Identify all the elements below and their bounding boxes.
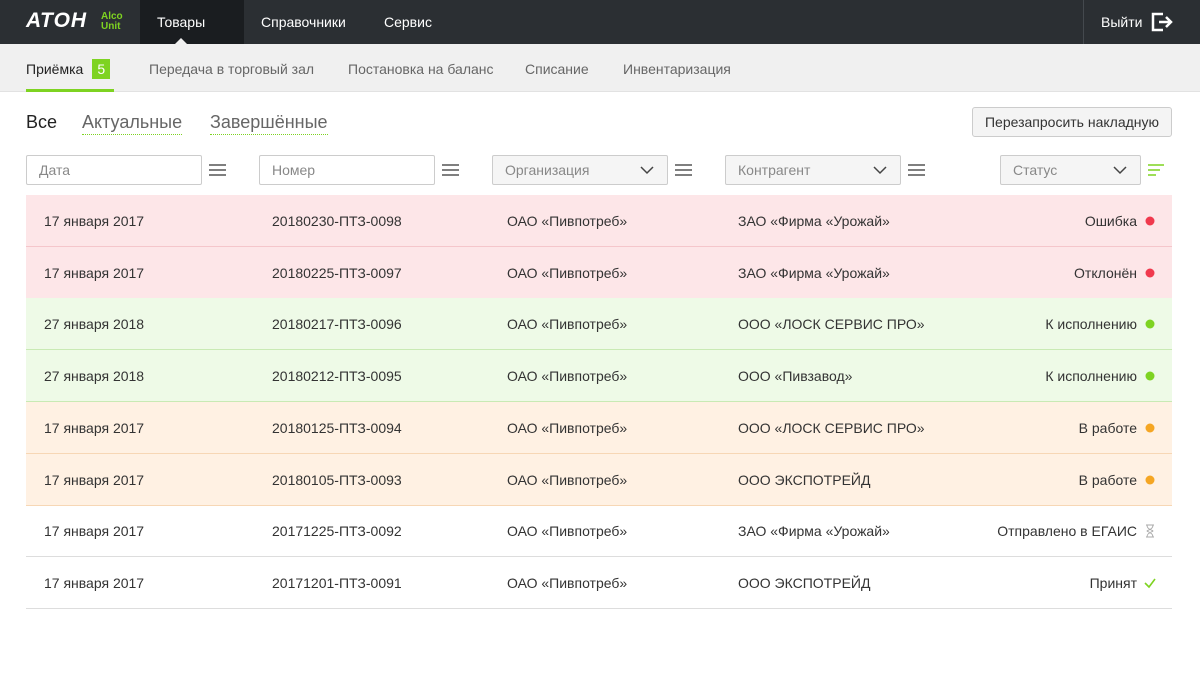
table-cell: ООО ЭКСПОТРЕЙД [738,471,871,488]
status-dot [1145,319,1155,329]
table-row[interactable]: 17 января 2017 20180230-ПТЗ-0098 ОАО «Пивп… [26,195,1172,247]
table-row[interactable]: 27 января 2018 20180217-ПТЗ-0096 ОАО «Пивп… [26,298,1172,351]
sub-nav-item[interactable]: Инвентаризация [623,61,731,77]
table-cell: 20180125-ПТЗ-0094 [272,419,402,436]
table-cell: ЗАО «Фирма «Урожай» [738,213,890,229]
table-cell: 17 января 2017 [44,574,145,591]
sub-nav-badge: 5 [92,59,111,79]
filter-menu[interactable] [908,163,926,177]
filter-menu[interactable] [1148,163,1166,177]
table-cell: ОАО «Пивпотреб» [507,523,628,540]
table-cell: 20171225-ПТЗ-0092 [272,523,402,540]
table-cell: 17 января 2017 [44,264,145,281]
nav-item[interactable]: Товары! [140,0,244,75]
table-row[interactable]: 17 января 2017 20171201-ПТЗ-0091 ОАО «Пивп… [26,557,1172,609]
sub-nav-item[interactable]: Приёмка 5 [26,44,114,92]
sub-nav-label: Приёмка [26,61,84,77]
filter-select[interactable]: Организация [492,155,668,185]
status-dot [1145,268,1155,278]
dropdown-arrow [640,166,654,175]
status-label: К исполнению [1045,368,1137,385]
filter-input[interactable]: Дата [26,155,202,185]
table-cell: 20180105-ПТЗ-0093 [272,471,402,488]
table-cell: 20180225-ПТЗ-0097 [272,264,402,281]
status-label: Отклонён [1074,264,1137,281]
logo-sub: Alco [101,11,123,22]
table-cell: ОАО «Пивпотреб» [507,471,628,488]
status-label: К исполнению [1045,316,1137,333]
table-cell: ОАО «Пивпотреб» [507,264,628,281]
status-dot [1145,423,1155,433]
sub-nav: Приёмка 5 Передача в торговый зал Постано… [0,44,1200,92]
logout-icon [1151,12,1173,32]
table-cell: 20171201-ПТЗ-0091 [272,574,402,591]
table-cell: 20180230-ПТЗ-0098 [272,213,402,229]
table-cell: ОАО «Пивпотреб» [507,419,628,436]
tab[interactable]: Актуальные [82,110,183,135]
status-dot [1145,216,1155,226]
filter-select[interactable]: Контрагент [725,155,901,185]
status-hourglass [1146,524,1154,538]
table-cell: ОАО «Пивпотреб» [507,316,628,333]
table-row[interactable]: 17 января 2017 20180105-ПТЗ-0093 ОАО «Пивп… [26,453,1172,506]
nav-label: Товары [157,14,206,30]
filter-menu[interactable] [675,163,693,177]
table-cell: 20180217-ПТЗ-0096 [272,316,402,333]
filter-input[interactable]: Номер [259,155,435,185]
tab[interactable]: Все [26,112,58,132]
table-cell: ООО ЭКСПОТРЕЙД [738,574,871,591]
dropdown-arrow [1113,166,1127,175]
table-cell: 17 января 2017 [44,419,145,436]
status-dot [1145,371,1155,381]
table-cell: ЗАО «Фирма «Урожай» [738,523,890,540]
table-cell: 27 января 2018 [44,316,145,333]
table-cell: ЗАО «Фирма «Урожай» [738,264,890,281]
table-cell: 20180212-ПТЗ-0095 [272,368,402,385]
table-cell: ООО «Пивзавод» [738,368,853,385]
table-cell: 27 января 2018 [44,368,145,385]
logout-label: Выйти [1101,14,1143,30]
table-cell: ОАО «Пивпотреб» [507,368,628,385]
sub-nav-item[interactable]: Передача в торговый зал [149,61,315,77]
logo-sub: Unit [101,21,121,32]
table-row[interactable]: 17 января 2017 20180125-ПТЗ-0094 ОАО «Пивп… [26,401,1172,454]
filter-menu[interactable] [209,163,227,177]
status-check [1144,578,1156,589]
nav-item[interactable]: Сервис [384,14,432,30]
sub-nav-item[interactable]: Списание [525,61,589,77]
logout[interactable]: Выйти [1083,0,1200,44]
status-label: Ошибка [1084,213,1137,229]
logo[interactable]: АТОН [26,9,88,32]
table-cell: 17 января 2017 [44,523,145,540]
status-label: Отправлено в ЕГАИС [997,523,1137,540]
top-bar: АТОН Alco Unit Товары! Справочники Серви… [0,0,1200,75]
filter-select[interactable]: Статус [1000,155,1141,185]
table-cell: 17 января 2017 [44,471,145,488]
tab[interactable]: Завершённые [210,110,328,135]
table-cell: ОАО «Пивпотреб» [507,213,628,229]
status-label: Принят [1089,574,1137,591]
table-cell: ОАО «Пивпотреб» [507,574,628,591]
button[interactable]: Перезапросить накладную [972,107,1172,137]
table-row[interactable]: 27 января 2018 20180212-ПТЗ-0095 ОАО «Пивп… [26,350,1172,403]
table-cell: 17 января 2017 [44,213,145,229]
status-label: В работе [1078,419,1137,436]
sub-nav-item[interactable]: Постановка на баланс [348,61,494,77]
nav-item[interactable]: Справочники [261,14,346,30]
table-cell: ООО «ЛОСК СЕРВИС ПРО» [738,316,925,333]
table-cell: ООО «ЛОСК СЕРВИС ПРО» [738,419,925,436]
status-dot [1145,475,1155,484]
nav-caret [175,38,187,44]
table-row[interactable]: 17 января 2017 20171225-ПТЗ-0092 ОАО «Пивп… [26,505,1172,558]
dropdown-arrow [873,166,887,175]
status-label: В работе [1078,471,1137,488]
table-row[interactable]: 17 января 2017 20180225-ПТЗ-0097 ОАО «Пивп… [26,246,1172,299]
filter-menu[interactable] [442,163,460,177]
